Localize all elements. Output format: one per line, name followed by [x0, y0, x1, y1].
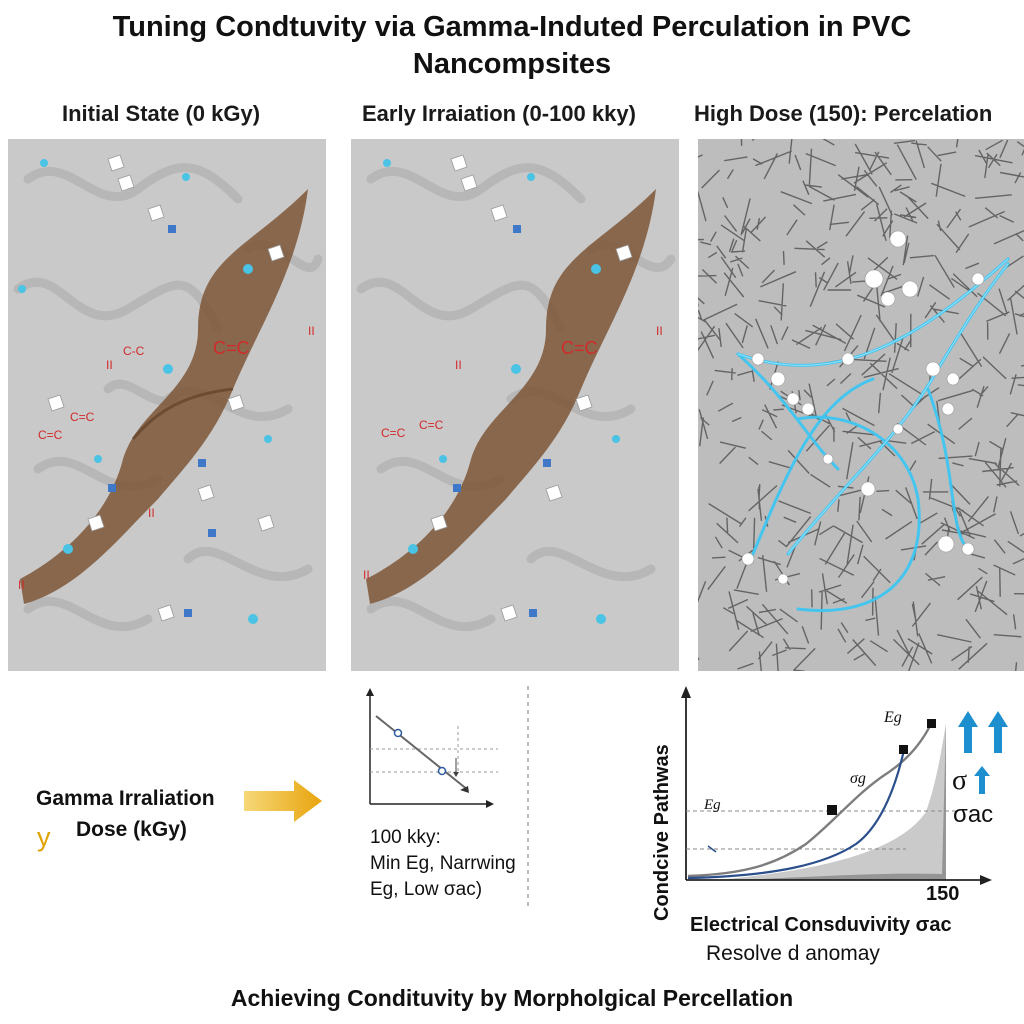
input-label-line-2: Dose (kGy)	[76, 818, 187, 841]
mini-chart-point	[460, 786, 469, 793]
label-sigma-ac: σac	[953, 801, 994, 828]
label2-ii-2: II	[455, 358, 462, 372]
label-eg-top: Eg	[884, 709, 902, 726]
main-chart-x-tick: 150	[926, 883, 960, 905]
panel-1-heading: Initial State (0 kGy)	[62, 101, 261, 126]
footer-caption: Achieving Condituvity by Morpholgical Pe…	[230, 985, 794, 1011]
label-cc-2: C=C	[70, 410, 95, 424]
input-label-line-1: Gamma Irraliation	[36, 787, 215, 810]
main-chart-marker	[899, 745, 908, 754]
label-cc-1: C=C	[38, 428, 63, 442]
fiber-mesh	[698, 139, 1024, 671]
label-ii-1: II	[106, 358, 113, 372]
label2-ii-1: II	[656, 324, 663, 338]
panel-3-illustration	[698, 139, 1024, 671]
increase-arrows-icon	[958, 711, 1008, 753]
main-chart-ylabel-wrap: Condcive Pathwas	[651, 721, 681, 921]
main-chart-xlabel: Electrical Consduvivity σac	[690, 914, 952, 936]
label-cc-3: C-C	[123, 344, 145, 358]
mini-caption-line-2: Min Eg, Narrwing	[370, 853, 516, 874]
main-chart-ylabel: Condcive Pathwas	[651, 744, 673, 921]
panel-2-illustration: C=C C=C C=C II II II	[351, 139, 679, 671]
panel-initial-state: C=C C=C C-C C=C II II II II	[8, 139, 326, 671]
label2-cc-2: C=C	[419, 418, 444, 432]
label-ii-2: II	[308, 324, 315, 338]
mini-chart	[366, 686, 529, 908]
label-sigma: σ	[952, 765, 968, 796]
label-sigma-g: σg	[850, 770, 866, 787]
label-eg-left: Eg	[704, 797, 721, 813]
sigma-up-arrow-icon	[974, 766, 990, 794]
label-ii-4: II	[18, 578, 25, 592]
panel-3-heading: High Dose (150): Percelation	[694, 101, 993, 126]
panel-early-irradiation: C=C C=C C=C II II II	[351, 139, 679, 671]
panel-high-dose-percolation	[698, 139, 1024, 671]
panel-1-illustration: C=C C=C C-C C=C II II II II	[8, 139, 326, 671]
gamma-arrow-icon	[244, 780, 322, 822]
main-chart-marker	[827, 805, 837, 815]
label-cc-4: C=C	[213, 338, 250, 358]
main-chart-subcaption: Resolve d anomay	[706, 942, 880, 965]
mini-chart-point	[393, 728, 403, 738]
title-line-1: Tuning Condtuvity via Gamma-Induted Perc…	[112, 11, 912, 43]
panel-2-heading: Early Irraiation (0-100 kky)	[362, 101, 636, 126]
label-ii-3: II	[148, 506, 155, 520]
mini-caption-line-3: Eg, Low σac)	[370, 879, 483, 900]
mini-caption-line-1: 100 kky:	[370, 827, 441, 848]
label2-cc-3: C=C	[561, 338, 598, 358]
main-chart-marker	[927, 719, 936, 728]
main-chart	[681, 686, 992, 885]
title-line-2: Nancompsites	[412, 48, 612, 80]
main-chart-gray-curve	[687, 723, 933, 878]
label2-cc-1: C=C	[381, 426, 406, 440]
main-chart-navy-curve	[687, 749, 906, 880]
mini-chart-point	[437, 766, 447, 776]
gamma-symbol: y	[37, 822, 51, 852]
label2-ii-3: II	[363, 568, 370, 582]
